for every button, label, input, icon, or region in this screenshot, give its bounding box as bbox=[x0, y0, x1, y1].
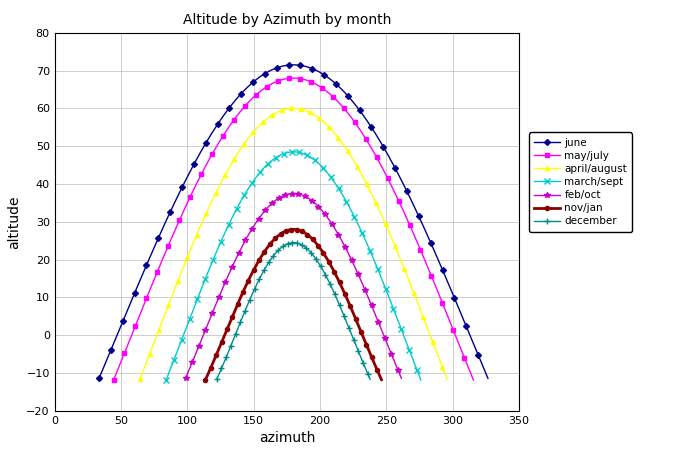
may/july bbox=[380, 168, 388, 174]
nov/jan bbox=[201, 377, 210, 382]
march/sept bbox=[333, 184, 342, 189]
december bbox=[345, 325, 353, 331]
may/july bbox=[157, 260, 165, 266]
may/july bbox=[338, 103, 346, 109]
march/sept bbox=[402, 340, 410, 346]
december bbox=[212, 376, 221, 382]
may/july bbox=[469, 377, 477, 383]
nov/jan bbox=[378, 377, 386, 382]
feb/oct bbox=[326, 219, 335, 225]
june bbox=[123, 309, 131, 315]
feb/oct bbox=[289, 191, 297, 196]
feb/oct bbox=[398, 375, 406, 381]
Line: june: june bbox=[97, 63, 490, 380]
april/august bbox=[136, 376, 144, 382]
june bbox=[484, 375, 492, 381]
Y-axis label: altitude: altitude bbox=[7, 195, 20, 248]
march/sept bbox=[162, 377, 170, 383]
april/august bbox=[309, 111, 318, 117]
june bbox=[146, 253, 154, 259]
nov/jan bbox=[333, 276, 342, 282]
december bbox=[366, 376, 374, 382]
feb/oct bbox=[191, 354, 199, 360]
may/july bbox=[109, 377, 117, 383]
may/july bbox=[135, 314, 143, 319]
Line: december: december bbox=[214, 240, 373, 382]
may/july bbox=[288, 75, 296, 81]
june bbox=[342, 91, 350, 96]
march/sept bbox=[417, 377, 425, 383]
april/august bbox=[342, 146, 350, 152]
nov/jan bbox=[289, 226, 297, 232]
march/sept bbox=[232, 206, 240, 212]
april/august bbox=[289, 106, 297, 111]
feb/oct bbox=[303, 195, 311, 200]
march/sept bbox=[172, 350, 180, 356]
feb/oct bbox=[241, 238, 249, 243]
nov/jan bbox=[366, 350, 374, 356]
march/sept bbox=[306, 154, 314, 160]
april/august bbox=[400, 266, 408, 272]
Legend: june, may/july, april/august, march/sept, feb/oct, nov/jan, december: june, may/july, april/august, march/sept… bbox=[529, 133, 632, 232]
december bbox=[219, 362, 227, 368]
december bbox=[357, 356, 365, 362]
Title: Altitude by Azimuth by month: Altitude by Azimuth by month bbox=[182, 14, 391, 28]
march/sept bbox=[382, 286, 390, 291]
april/august bbox=[148, 343, 156, 349]
feb/oct bbox=[182, 375, 190, 381]
december bbox=[255, 276, 264, 282]
nov/jan bbox=[356, 326, 364, 332]
nov/jan bbox=[225, 322, 233, 328]
nov/jan bbox=[214, 348, 222, 354]
Line: feb/oct: feb/oct bbox=[183, 191, 404, 381]
december bbox=[289, 240, 297, 246]
june bbox=[387, 158, 395, 163]
april/august bbox=[221, 172, 229, 178]
Line: april/august: april/august bbox=[138, 106, 449, 381]
march/sept bbox=[289, 149, 297, 155]
feb/oct bbox=[385, 346, 393, 352]
Line: may/july: may/july bbox=[111, 76, 475, 382]
december bbox=[299, 243, 307, 248]
X-axis label: azimuth: azimuth bbox=[259, 432, 315, 446]
may/july bbox=[445, 318, 454, 324]
december bbox=[316, 262, 324, 268]
april/august bbox=[426, 331, 434, 337]
Line: march/sept: march/sept bbox=[163, 149, 423, 383]
nov/jan bbox=[313, 241, 321, 247]
june bbox=[436, 262, 445, 268]
june bbox=[288, 62, 296, 68]
Line: nov/jan: nov/jan bbox=[204, 227, 384, 382]
april/august bbox=[443, 376, 451, 382]
feb/oct bbox=[367, 303, 376, 308]
june bbox=[458, 314, 466, 319]
may/july bbox=[426, 269, 434, 275]
june bbox=[95, 375, 103, 381]
